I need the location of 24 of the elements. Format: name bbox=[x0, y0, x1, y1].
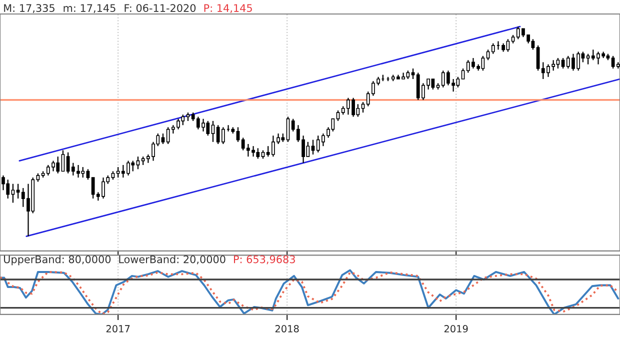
candlestick bbox=[586, 53, 590, 65]
candlestick bbox=[16, 183, 20, 200]
candlestick bbox=[161, 132, 165, 145]
candlestick bbox=[361, 102, 365, 114]
text: F: 06-11-2020 bbox=[124, 4, 196, 12]
candlestick bbox=[611, 55, 615, 70]
candlestick bbox=[461, 68, 465, 80]
candlestick bbox=[211, 120, 215, 142]
candlestick bbox=[491, 42, 495, 54]
text: UpperBand: 80,0000 bbox=[4, 255, 111, 266]
candlestick bbox=[311, 139, 315, 156]
candlestick bbox=[11, 183, 15, 204]
candlestick bbox=[536, 44, 540, 72]
text: P: 14,145 bbox=[204, 4, 252, 14]
x-tick-label: 2018 bbox=[275, 325, 299, 332]
text: M: 17,335 bbox=[4, 4, 54, 14]
text: LowerBand: 20,0000 bbox=[119, 255, 226, 264]
text: P: 653,9683 bbox=[234, 255, 295, 264]
candlestick bbox=[561, 57, 565, 70]
text: m: 17,145 bbox=[64, 4, 116, 14]
candlestick bbox=[336, 110, 340, 122]
candlestick bbox=[136, 156, 140, 170]
x-tick-label: 2019 bbox=[444, 325, 468, 332]
x-tick-label: 2017 bbox=[106, 325, 130, 332]
